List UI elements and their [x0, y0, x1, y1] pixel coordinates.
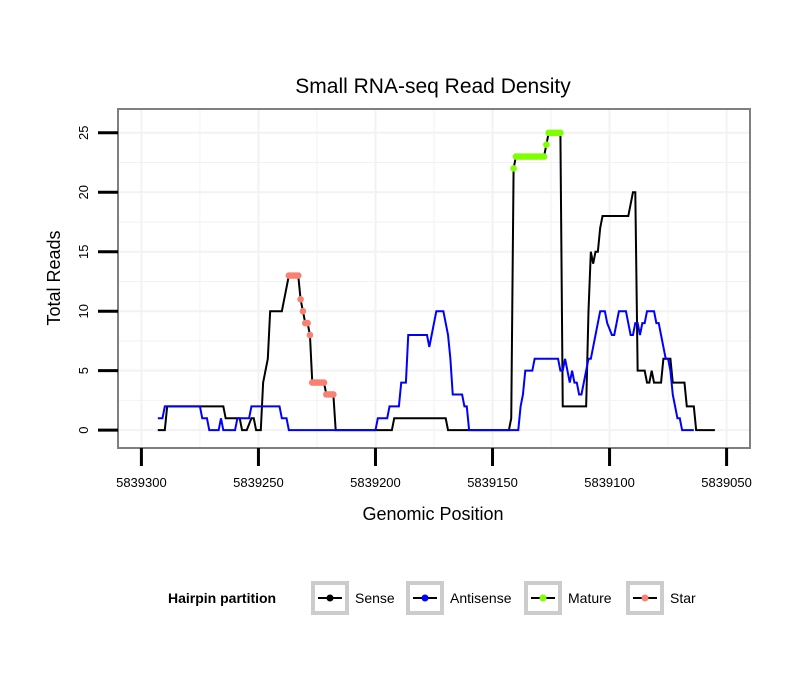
data-point-mature — [540, 153, 548, 160]
data-point-star — [320, 379, 328, 386]
legend-item-sense: Sense — [311, 581, 395, 615]
y-tick-label: 0 — [76, 427, 91, 434]
data-point-star — [299, 307, 307, 315]
legend-label: Sense — [355, 590, 395, 606]
series-line-antisense — [157, 310, 694, 432]
data-point-mature — [510, 165, 517, 172]
legend-key-point — [421, 594, 429, 602]
legend-items: Sense Antisense Mature Star — [311, 581, 696, 615]
data-point-mature — [557, 129, 564, 137]
legend-label: Antisense — [450, 590, 512, 606]
y-tick-label: 10 — [76, 304, 91, 318]
x-tick-label: 5839200 — [350, 475, 401, 490]
legend-item-star: Star — [626, 581, 696, 615]
series-lines — [157, 131, 715, 432]
data-point-star — [297, 296, 304, 303]
legend-title: Hairpin partition — [168, 590, 276, 606]
y-tick-label: 25 — [76, 126, 91, 140]
y-tick-label: 5 — [76, 367, 91, 374]
y-tick-label: 20 — [76, 185, 91, 199]
data-point-star — [330, 391, 337, 398]
y-axis-label: Total Reads — [44, 230, 64, 325]
y-axis: 0 5 10 15 20 25 — [76, 126, 118, 434]
x-tick-label: 5839050 — [701, 475, 752, 490]
data-point-mature — [543, 141, 550, 148]
series-points-star — [285, 272, 337, 398]
x-tick-label: 5839100 — [584, 475, 635, 490]
chart-title: Small RNA-seq Read Density — [295, 75, 571, 98]
data-point-star — [294, 272, 302, 279]
x-tick-label: 5839250 — [233, 475, 284, 490]
data-point-star — [304, 319, 311, 327]
x-axis-label: Genomic Position — [362, 504, 503, 524]
legend: Hairpin partition Sense Antisense Mature St… — [168, 581, 696, 615]
data-point-star — [306, 331, 314, 339]
series-points — [285, 129, 564, 398]
y-tick-label: 15 — [76, 245, 91, 259]
legend-item-antisense: Antisense — [406, 581, 512, 615]
legend-key-point — [326, 594, 334, 602]
panel-border — [117, 108, 751, 449]
series-points-mature — [510, 129, 564, 172]
grid-minor — [118, 109, 750, 448]
x-tick-label: 5839300 — [116, 475, 167, 490]
legend-label: Mature — [568, 590, 612, 606]
x-tick-label: 5839150 — [467, 475, 518, 490]
legend-label: Star — [670, 590, 696, 606]
x-axis: 5839300 5839250 5839200 5839150 5839100 58390… — [116, 448, 752, 490]
grid-major — [118, 109, 750, 448]
legend-key-point — [539, 594, 547, 602]
legend-key-point — [641, 594, 649, 602]
legend-item-mature: Mature — [524, 581, 612, 615]
